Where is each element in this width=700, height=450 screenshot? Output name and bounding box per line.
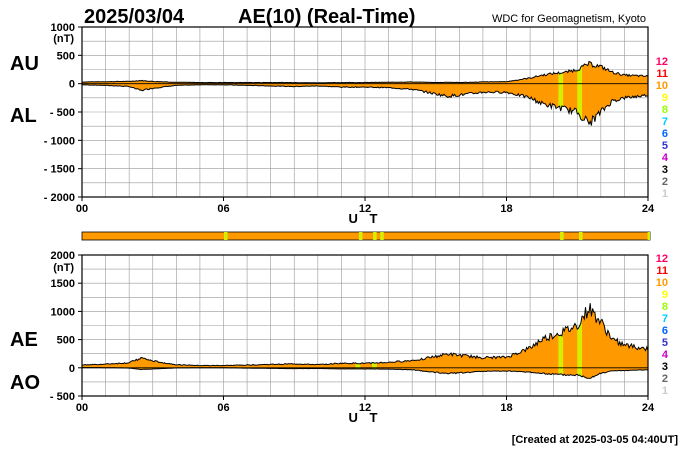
created-timestamp: [Created at 2025-03-05 04:40UT] [512, 434, 679, 446]
x-tick-label: 24 [642, 402, 655, 414]
station-legend-item: 6 [662, 128, 668, 140]
top-unit-label: (nT) [53, 33, 74, 45]
al-panel-label: AL [10, 105, 37, 127]
status-bar-highlight [380, 232, 384, 240]
status-bar-highlight [224, 232, 228, 240]
station-legend-item: 3 [662, 361, 668, 373]
station-legend-item: 10 [656, 277, 668, 289]
y-tick-label: 0 [69, 79, 75, 91]
station-legend-item: 12 [656, 253, 668, 265]
status-bar-highlight [647, 232, 650, 240]
station-legend-item: 4 [662, 349, 669, 361]
status-bar-highlight [579, 232, 583, 240]
y-tick-label: 0 [69, 363, 75, 375]
status-bar-highlight [560, 232, 564, 240]
station-legend-item: 2 [662, 176, 668, 188]
station-legend-item: 7 [662, 116, 668, 128]
index-fill-area [82, 61, 648, 126]
status-bar [81, 231, 651, 241]
station-legend-item: 1 [662, 385, 668, 397]
station-legend-item: 2 [662, 373, 668, 385]
x-axis-label: U T [349, 410, 382, 425]
station-legend-item: 5 [662, 140, 668, 152]
x-tick-label: 00 [76, 203, 88, 215]
station-legend-item: 3 [662, 164, 668, 176]
bottom-unit-label: (nT) [53, 262, 74, 274]
series-line-al [81, 84, 649, 126]
station-legend-item: 11 [656, 265, 668, 277]
station-legend-item: 10 [656, 80, 668, 92]
station-legend-item: 5 [662, 337, 668, 349]
status-bar-highlight [373, 232, 377, 240]
station-legend-item: 7 [662, 313, 668, 325]
station-legend-item: 11 [656, 68, 668, 80]
station-legend-item: 9 [662, 289, 668, 301]
y-tick-label: - 1000 [44, 135, 75, 147]
status-bar-base [81, 231, 651, 241]
x-tick-label: 06 [217, 402, 229, 414]
highlight-band [577, 316, 582, 377]
x-axis-label: U T [349, 211, 382, 226]
highlight-band [558, 328, 564, 376]
station-legend-item: 8 [662, 104, 668, 116]
au-panel-label: AU [10, 53, 39, 75]
ao-panel-label: AO [10, 372, 40, 394]
x-tick-label: 06 [217, 203, 229, 215]
station-legend-item: 8 [662, 301, 668, 313]
y-tick-label: - 500 [50, 107, 75, 119]
station-legend-item: 6 [662, 325, 668, 337]
x-tick-label: 24 [642, 203, 655, 215]
y-tick-label: 1000 [51, 22, 75, 34]
series-line-au [81, 60, 649, 84]
x-tick-label: 18 [500, 402, 512, 414]
station-legend-item: 4 [662, 152, 669, 164]
y-tick-label: 500 [57, 335, 75, 347]
status-bar-highlight [358, 232, 363, 240]
ae-panel-label: AE [10, 329, 38, 351]
y-tick-label: 1000 [51, 306, 75, 318]
y-tick-label: - 500 [50, 391, 75, 403]
y-tick-label: 1500 [51, 278, 75, 290]
x-tick-label: 12 [359, 203, 371, 215]
y-tick-label: 2000 [51, 250, 75, 262]
chart-title: AE(10) (Real-Time) [238, 6, 415, 28]
x-tick-label: 12 [359, 402, 371, 414]
highlight-band [558, 72, 564, 111]
y-tick-label: 500 [57, 50, 75, 62]
station-legend-item: 12 [656, 56, 668, 68]
x-tick-label: 18 [500, 203, 512, 215]
station-legend-item: 9 [662, 92, 668, 104]
station-legend-item: 1 [662, 188, 668, 200]
y-tick-label: - 2000 [44, 192, 75, 204]
index-fill-area [82, 303, 648, 379]
date-title: 2025/03/04 [84, 6, 185, 28]
x-tick-label: 00 [76, 402, 88, 414]
highlight-band [577, 65, 582, 121]
series-line-ae [81, 303, 649, 367]
source-label: WDC for Geomagnetism, Kyoto [492, 13, 646, 25]
y-tick-label: - 1500 [44, 164, 75, 176]
